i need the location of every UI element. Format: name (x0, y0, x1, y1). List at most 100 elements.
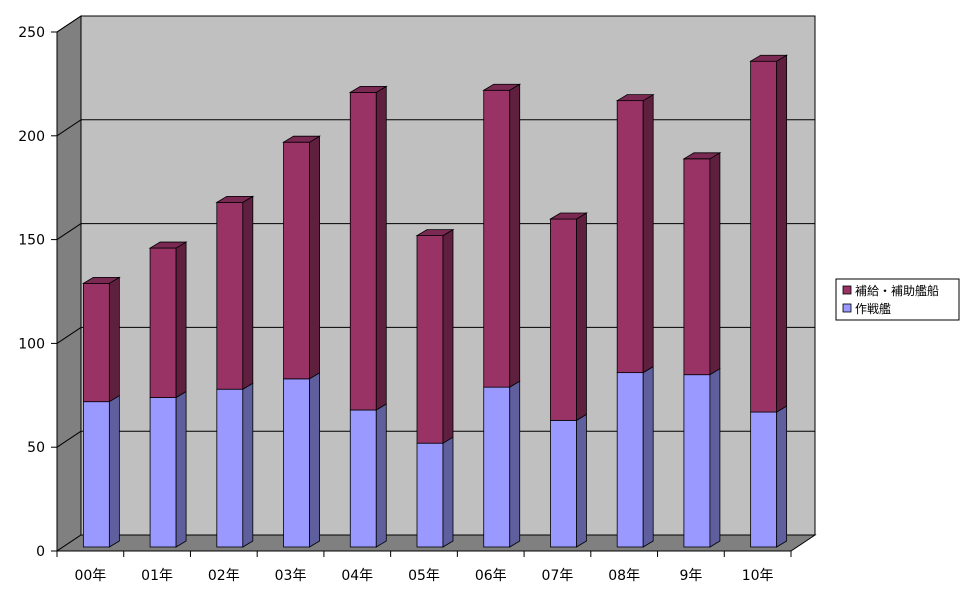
bar-top (282, 135, 321, 143)
legend-label: 補給・補助艦船 (855, 284, 939, 298)
bar-front (750, 411, 778, 548)
bar-side (242, 195, 254, 390)
bar-side (576, 212, 587, 422)
x-tick-label: 02年 (208, 568, 240, 584)
bar-side (642, 93, 654, 374)
y-axis-ticks: 0 50 100 150 200 250 (18, 25, 57, 560)
bar-side (442, 436, 454, 548)
bar-side (509, 380, 521, 548)
bar-front (82, 401, 110, 548)
bar (415, 228, 455, 444)
x-tick-label: 00年 (74, 568, 106, 584)
bar-front (483, 89, 511, 388)
bar-side (175, 390, 187, 548)
bar-top (549, 212, 588, 220)
bar-front (149, 247, 177, 398)
bar-top (348, 85, 388, 93)
bar-side (509, 83, 521, 388)
bar-front (283, 141, 310, 380)
bars (81, 54, 789, 548)
x-tick-label: 04年 (341, 568, 373, 584)
y-tick-label: 0 (36, 544, 45, 560)
bar (615, 93, 655, 374)
bar-side (375, 85, 387, 411)
bar-front (283, 378, 310, 548)
bar (416, 436, 454, 548)
y-tick-label: 100 (18, 336, 45, 352)
bar-front (483, 386, 511, 548)
bar-side (709, 152, 721, 376)
gridline-side (56, 430, 82, 448)
bar (216, 382, 254, 548)
bar-side (442, 228, 454, 444)
bar (482, 83, 522, 388)
bar-front (616, 100, 644, 374)
bar-front (750, 60, 778, 413)
bar-front (683, 158, 711, 376)
bar-front (616, 372, 644, 548)
bar-top (81, 276, 121, 284)
bar-top (749, 54, 789, 62)
legend-swatch (842, 285, 852, 295)
bar-front (416, 442, 444, 548)
bar (81, 276, 121, 403)
gridline-side (56, 119, 82, 137)
bar (750, 405, 788, 548)
gridline-side (56, 326, 82, 344)
bar (148, 241, 188, 399)
bar-front (683, 374, 711, 548)
bar-side (375, 403, 387, 548)
bar (215, 195, 255, 390)
bar (282, 135, 321, 380)
x-tick-label: 05年 (408, 568, 440, 584)
bar-front (216, 388, 244, 548)
bar-side (776, 405, 788, 548)
x-tick-label: 01年 (141, 568, 173, 584)
legend-box (835, 278, 960, 321)
bar-front (416, 235, 444, 444)
bar-front (349, 409, 377, 548)
bar-front (82, 282, 110, 403)
x-tick-label: 03年 (275, 568, 307, 584)
bar-side (309, 372, 320, 548)
bar-top (415, 229, 455, 237)
x-tick-label: 08年 (608, 568, 640, 584)
bar-front (550, 218, 577, 421)
x-tick-label: 10年 (742, 568, 774, 584)
bar-front (216, 201, 244, 390)
bar-front (550, 419, 577, 548)
bar-side (242, 382, 254, 548)
y-tick-label: 150 (18, 233, 45, 249)
y-tick-label: 50 (27, 440, 45, 456)
bar-side (108, 276, 120, 403)
gridline-side (56, 15, 82, 33)
bar (749, 54, 789, 413)
bar (616, 365, 654, 548)
bar (549, 212, 588, 422)
bar (283, 372, 320, 548)
bar (149, 390, 187, 548)
bar-side (576, 413, 587, 548)
bar-top (215, 195, 255, 203)
bar-side (642, 365, 654, 548)
bar (82, 394, 120, 548)
x-tick-label: 07年 (542, 568, 574, 584)
legend-label: 作戦艦 (855, 302, 891, 316)
x-tick-label: 06年 (475, 568, 507, 584)
bar-side (709, 367, 721, 548)
bar-top (615, 94, 655, 102)
bar (550, 413, 587, 548)
bar (483, 380, 521, 548)
bar-front (149, 397, 177, 548)
bar (348, 85, 388, 411)
bar-side (108, 394, 120, 548)
x-axis-ticks: 00年 01年 02年 03年 04年 05年 06年 07年 08年 9年 10年 (56, 551, 792, 584)
bar-top (482, 83, 522, 91)
bar (682, 152, 722, 376)
x-tick-label: 9年 (679, 568, 702, 584)
gridline-side (56, 223, 82, 241)
bar-side (776, 54, 788, 413)
